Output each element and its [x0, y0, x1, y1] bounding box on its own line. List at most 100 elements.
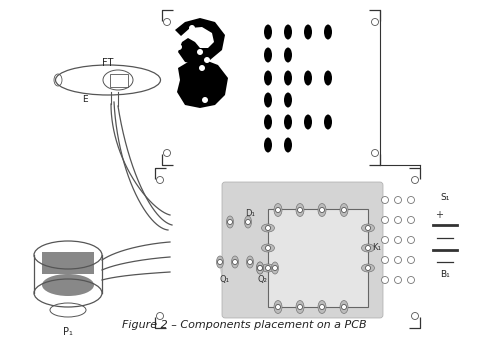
Ellipse shape	[284, 115, 292, 129]
Ellipse shape	[340, 300, 348, 314]
Circle shape	[298, 304, 303, 310]
Circle shape	[197, 49, 203, 55]
Text: Q₂: Q₂	[257, 275, 267, 284]
Ellipse shape	[226, 216, 233, 228]
Text: FT: FT	[102, 58, 114, 68]
Ellipse shape	[262, 244, 274, 252]
Circle shape	[394, 257, 402, 263]
Text: D₁: D₁	[245, 209, 255, 218]
FancyBboxPatch shape	[222, 182, 383, 318]
Circle shape	[407, 277, 414, 283]
Ellipse shape	[362, 244, 374, 252]
Circle shape	[342, 304, 346, 310]
Ellipse shape	[42, 274, 94, 296]
Circle shape	[272, 265, 278, 271]
Circle shape	[276, 304, 281, 310]
Ellipse shape	[324, 115, 332, 129]
Ellipse shape	[227, 203, 283, 253]
Ellipse shape	[264, 24, 272, 40]
Circle shape	[394, 237, 402, 243]
Ellipse shape	[264, 47, 272, 62]
Ellipse shape	[264, 115, 272, 129]
Ellipse shape	[304, 115, 312, 129]
Circle shape	[394, 217, 402, 223]
Circle shape	[407, 257, 414, 263]
Text: Q₁: Q₁	[220, 275, 230, 284]
Ellipse shape	[284, 71, 292, 85]
Circle shape	[320, 304, 325, 310]
Ellipse shape	[284, 93, 292, 107]
Ellipse shape	[231, 256, 239, 268]
Circle shape	[227, 219, 232, 224]
Circle shape	[382, 257, 388, 263]
Circle shape	[342, 207, 346, 213]
Circle shape	[366, 245, 370, 251]
Ellipse shape	[42, 252, 94, 274]
Circle shape	[258, 265, 263, 271]
Ellipse shape	[296, 203, 304, 217]
Circle shape	[265, 265, 270, 271]
Bar	[268, 209, 368, 307]
Circle shape	[163, 149, 170, 157]
Ellipse shape	[318, 300, 326, 314]
Ellipse shape	[264, 71, 272, 85]
Circle shape	[407, 237, 414, 243]
Polygon shape	[177, 60, 228, 108]
Text: P₁: P₁	[63, 327, 73, 337]
Ellipse shape	[304, 71, 312, 85]
Circle shape	[157, 177, 163, 183]
Text: Figure 2 – Components placement on a PCB: Figure 2 – Components placement on a PCB	[122, 320, 366, 330]
Circle shape	[371, 149, 379, 157]
Polygon shape	[175, 18, 225, 65]
Circle shape	[382, 197, 388, 203]
Ellipse shape	[362, 264, 374, 272]
Ellipse shape	[271, 262, 279, 274]
Text: S₁: S₁	[440, 194, 449, 202]
Circle shape	[176, 44, 182, 50]
Circle shape	[411, 313, 419, 319]
Circle shape	[371, 19, 379, 25]
Circle shape	[218, 259, 223, 264]
Circle shape	[320, 207, 325, 213]
Ellipse shape	[324, 24, 332, 40]
Circle shape	[298, 207, 303, 213]
Ellipse shape	[324, 71, 332, 85]
Circle shape	[382, 217, 388, 223]
Circle shape	[157, 313, 163, 319]
Ellipse shape	[262, 264, 274, 272]
Circle shape	[276, 207, 281, 213]
Circle shape	[232, 259, 238, 264]
Ellipse shape	[340, 203, 348, 217]
Circle shape	[382, 237, 388, 243]
Text: K₁: K₁	[372, 243, 381, 253]
Ellipse shape	[217, 256, 224, 268]
Circle shape	[394, 277, 402, 283]
Circle shape	[258, 265, 263, 271]
Ellipse shape	[257, 262, 264, 274]
Ellipse shape	[318, 203, 326, 217]
Circle shape	[189, 25, 195, 31]
Circle shape	[394, 197, 402, 203]
Circle shape	[163, 19, 170, 25]
Ellipse shape	[284, 138, 292, 153]
Circle shape	[411, 177, 419, 183]
Circle shape	[265, 245, 270, 251]
Circle shape	[204, 57, 210, 63]
Ellipse shape	[244, 216, 251, 228]
Ellipse shape	[274, 203, 282, 217]
Bar	[42, 252, 94, 274]
Circle shape	[245, 219, 250, 224]
Circle shape	[247, 259, 252, 264]
Ellipse shape	[220, 245, 270, 291]
Circle shape	[366, 265, 370, 271]
Ellipse shape	[362, 224, 374, 232]
Circle shape	[366, 225, 370, 231]
Circle shape	[199, 65, 205, 71]
Ellipse shape	[296, 300, 304, 314]
Circle shape	[407, 197, 414, 203]
Text: B₁: B₁	[440, 270, 450, 279]
Text: E: E	[82, 96, 88, 104]
Ellipse shape	[257, 262, 264, 274]
Ellipse shape	[264, 93, 272, 107]
Ellipse shape	[304, 24, 312, 40]
